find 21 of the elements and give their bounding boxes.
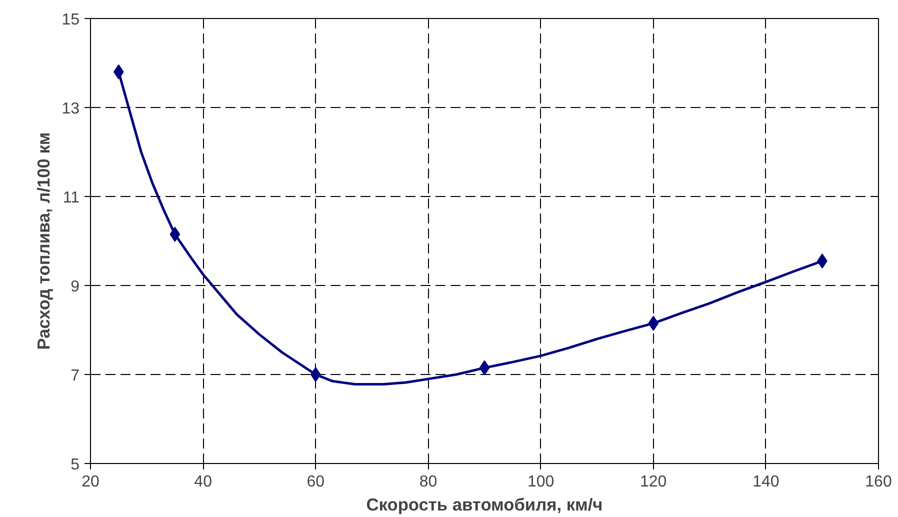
x-axis-title: Скорость автомобиля, км/ч [366, 494, 603, 514]
y-tick-label: 9 [70, 278, 80, 296]
y-axis-title: Расход топлива, л/100 км [34, 132, 54, 350]
x-tick-label: 160 [865, 474, 892, 490]
point [648, 316, 659, 331]
x-tick-label: 20 [82, 474, 100, 490]
point [170, 226, 180, 242]
point [113, 64, 124, 80]
y-tick-label: 13 [62, 100, 80, 118]
y-tick-label: 15 [62, 12, 80, 28]
point [310, 367, 321, 382]
x-tick-label: 100 [527, 474, 554, 490]
point [479, 360, 490, 376]
x-tick-label: 80 [419, 474, 438, 490]
x-tick-label: 60 [306, 474, 325, 490]
y-tick-label: 5 [70, 456, 80, 474]
y-tick-label: 11 [62, 190, 80, 206]
y-tick-label: 7 [70, 368, 80, 384]
x-tick-label: 120 [640, 474, 667, 490]
x-tick-label: 40 [194, 474, 212, 490]
x-tick-label: 140 [752, 474, 780, 490]
